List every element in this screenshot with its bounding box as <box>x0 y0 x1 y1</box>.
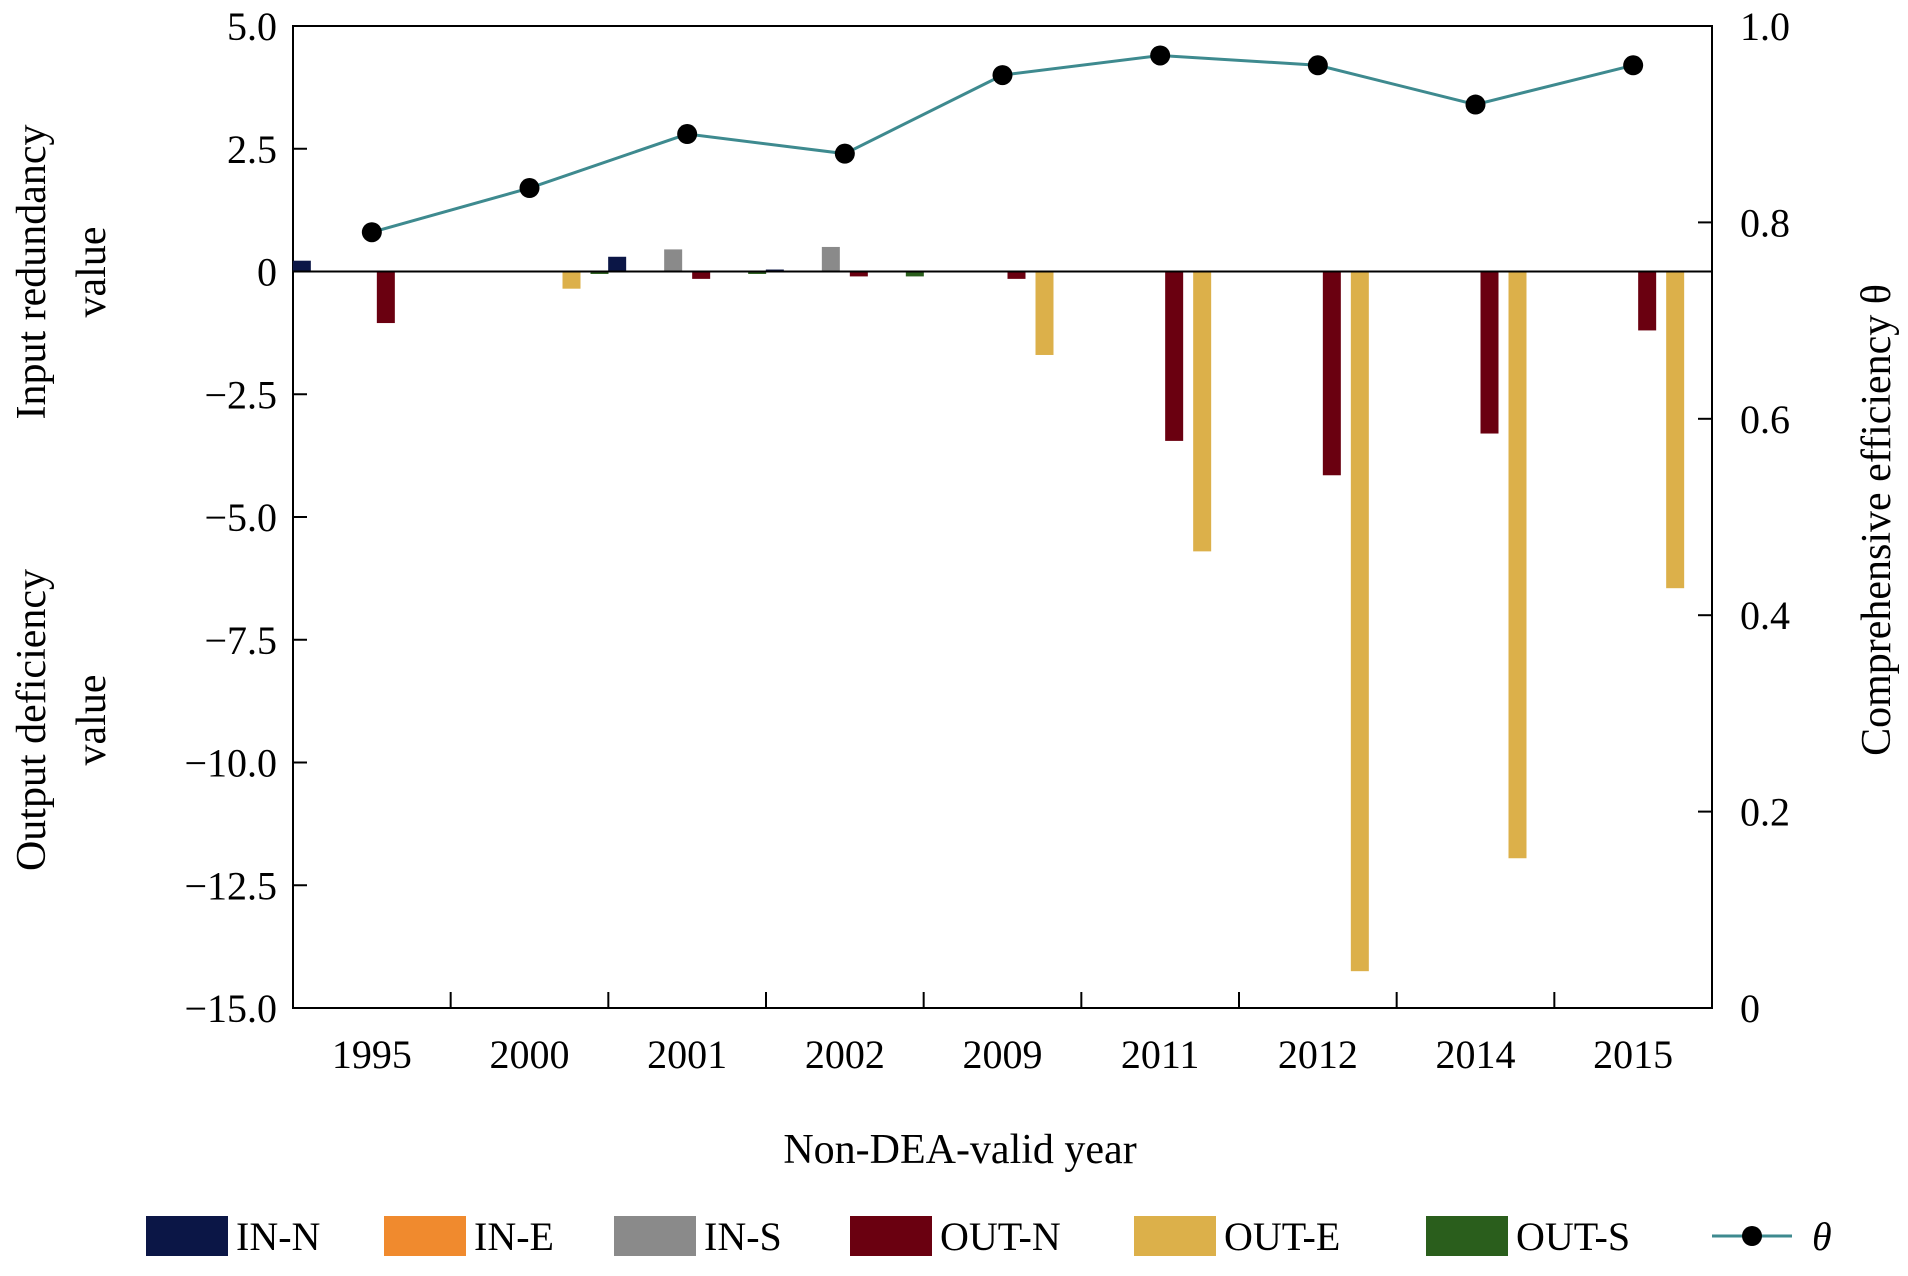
bar-out-n-2011 <box>1165 271 1184 441</box>
theta-point-2009 <box>992 65 1013 86</box>
theta-point-2001 <box>677 124 698 145</box>
bar-in-s-2001 <box>664 249 683 272</box>
axes-layer: 5.0 2.5 0 −2.5 −5.0 −7.5 −10.0 −12.5 −15.0 1.0 0.8… <box>184 4 1790 1077</box>
left-axis-title-top-line1: Input redundancy <box>9 124 55 419</box>
bar-out-e-2000 <box>562 271 581 289</box>
theta-point-1995 <box>361 222 382 243</box>
x-tick-label-2012: 2012 <box>1278 1032 1358 1077</box>
left-tick-label: −7.5 <box>204 618 277 663</box>
x-axis-title: Non-DEA-valid year <box>783 1127 1136 1173</box>
legend-swatch-in-s <box>614 1216 696 1256</box>
x-tick-label-2002: 2002 <box>805 1032 885 1077</box>
bar-out-e-2009 <box>1035 271 1054 355</box>
plot-frame <box>292 25 1713 1009</box>
bar-out-s-2000 <box>590 271 609 274</box>
legend-swatch-out-e <box>1134 1216 1216 1256</box>
plot-border <box>292 25 1713 1009</box>
right-axis-title: Comprehensive efficiency θ <box>1854 284 1900 756</box>
right-tick-label: 0 <box>1740 986 1760 1031</box>
bar-out-n-2009 <box>1007 271 1026 279</box>
bar-in-s-2002 <box>821 246 840 272</box>
right-tick-label: 0.8 <box>1740 200 1790 245</box>
legend-label-theta: θ <box>1812 1214 1832 1259</box>
legend-label-out-e: OUT-E <box>1224 1214 1340 1259</box>
x-tick-label-1995: 1995 <box>332 1032 412 1077</box>
left-tick-label: −12.5 <box>184 863 277 908</box>
theta-point-2000 <box>519 178 540 199</box>
bar-out-e-2014 <box>1508 271 1527 859</box>
bar-out-s-2001 <box>748 271 767 274</box>
theta-point-2014 <box>1465 94 1486 115</box>
bar-out-n-2015 <box>1638 271 1657 331</box>
bar-out-n-2012 <box>1322 271 1341 476</box>
left-tick-label: −2.5 <box>204 372 277 417</box>
theta-point-2012 <box>1307 55 1328 76</box>
bar-out-n-2002 <box>849 271 868 277</box>
x-tick-label-2011: 2011 <box>1121 1032 1200 1077</box>
legend-label-in-n: IN-N <box>236 1214 320 1259</box>
left-tick-label: 5.0 <box>227 4 277 49</box>
bar-out-e-2011 <box>1193 271 1212 552</box>
left-axis-title-top-line2: value <box>69 227 115 318</box>
left-tick-label: −10.0 <box>184 741 277 786</box>
x-tick-label-2015: 2015 <box>1593 1032 1673 1077</box>
legend-label-out-n: OUT-N <box>940 1214 1061 1259</box>
legend-swatch-in-e <box>384 1216 466 1256</box>
right-tick-label: 0.6 <box>1740 397 1790 442</box>
bar-out-e-2012 <box>1350 271 1369 972</box>
legend: IN-N IN-E IN-S OUT-N OUT-E OUT-S θ <box>146 1214 1832 1259</box>
legend-label-in-e: IN-E <box>474 1214 554 1259</box>
legend-label-out-s: OUT-S <box>1516 1214 1630 1259</box>
right-tick-label: 1.0 <box>1740 4 1790 49</box>
x-tick-label-2009: 2009 <box>963 1032 1043 1077</box>
bars-layer <box>292 246 1685 972</box>
right-tick-label: 0.4 <box>1740 593 1790 638</box>
bar-in-n-2001 <box>608 256 627 272</box>
bar-out-n-2001 <box>692 271 711 279</box>
x-tick-label-2014: 2014 <box>1436 1032 1516 1077</box>
bar-out-n-1995 <box>376 271 395 324</box>
x-tick-label-2000: 2000 <box>490 1032 570 1077</box>
legend-swatch-out-s <box>1426 1216 1508 1256</box>
theta-point-2015 <box>1623 55 1644 76</box>
legend-label-in-s: IN-S <box>704 1214 782 1259</box>
x-tick-label-2001: 2001 <box>647 1032 727 1077</box>
left-tick-label: 0 <box>257 250 277 295</box>
left-axis-title-bottom-line2: value <box>69 675 115 766</box>
left-axis-title-bottom-line1: Output deficiency <box>9 569 55 871</box>
left-axis-title-top: Input redundancy value <box>9 124 115 419</box>
theta-point-2011 <box>1150 45 1171 66</box>
theta-point-2002 <box>834 143 855 164</box>
bar-out-e-2015 <box>1666 271 1685 589</box>
legend-theta-marker <box>1742 1226 1762 1246</box>
theta-line-layer <box>361 45 1644 243</box>
bar-in-n-1995 <box>292 260 311 272</box>
legend-swatch-out-n <box>850 1216 932 1256</box>
left-axis-title-bottom: Output deficiency value <box>9 569 115 871</box>
left-tick-label: −15.0 <box>184 986 277 1031</box>
left-tick-label: 2.5 <box>227 127 277 172</box>
left-tick-label: −5.0 <box>204 495 277 540</box>
bar-out-n-2014 <box>1480 271 1499 434</box>
legend-swatch-in-n <box>146 1216 228 1256</box>
bar-out-s-2002 <box>905 271 924 277</box>
right-tick-label: 0.2 <box>1740 790 1790 835</box>
